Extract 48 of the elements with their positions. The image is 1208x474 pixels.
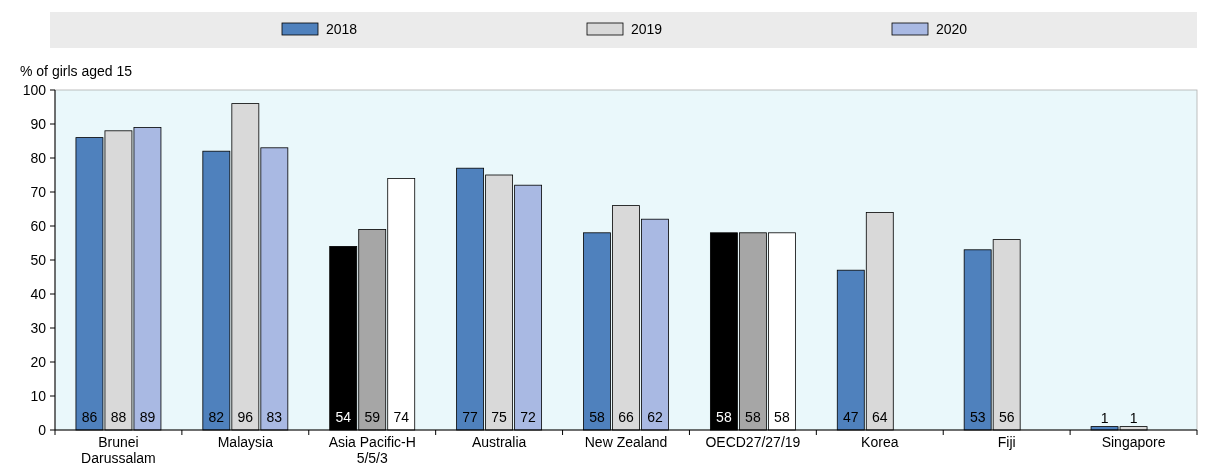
data-label: 77 xyxy=(462,409,479,425)
data-label: 58 xyxy=(716,409,732,425)
data-label: 86 xyxy=(81,409,98,425)
data-label: 62 xyxy=(647,409,663,425)
data-label: 88 xyxy=(110,409,127,425)
x-tick-label: Fiji xyxy=(997,434,1016,450)
data-label: 74 xyxy=(393,409,410,425)
data-label: 64 xyxy=(871,409,888,425)
y-tick-label: 0 xyxy=(38,422,47,438)
x-tick-label: OECD27/27/19 xyxy=(705,434,801,450)
data-label: 58 xyxy=(745,409,761,425)
data-label: 53 xyxy=(969,409,986,425)
legend-label: 2020 xyxy=(936,21,968,37)
data-label: 1 xyxy=(1100,409,1109,426)
data-label: 1 xyxy=(1129,409,1138,426)
data-label: 72 xyxy=(520,409,537,425)
data-label: 59 xyxy=(364,409,381,425)
y-tick-label: 60 xyxy=(30,218,47,234)
data-label: 96 xyxy=(237,409,254,425)
data-label: 75 xyxy=(491,409,508,425)
data-label: 83 xyxy=(266,409,283,425)
y-tick-label: 100 xyxy=(22,82,47,98)
y-tick-label: 80 xyxy=(30,150,47,166)
x-tick-label: Malaysia xyxy=(217,434,274,450)
data-label: 54 xyxy=(335,409,352,425)
y-tick-label: 90 xyxy=(30,116,47,132)
legend-label: 2019 xyxy=(631,21,663,37)
x-tick-label: Korea xyxy=(861,434,899,450)
data-label: 89 xyxy=(139,409,156,425)
data-label: 82 xyxy=(208,409,225,425)
y-tick-label: 20 xyxy=(30,354,47,370)
legend-label: 2018 xyxy=(326,21,358,37)
y-tick-label: 10 xyxy=(30,388,47,404)
x-tick-label: New Zealand xyxy=(584,434,668,450)
data-label: 58 xyxy=(774,409,790,425)
y-axis-title: % of girls aged 15 xyxy=(20,63,133,79)
x-tick-label: Asia Pacific-H 5/5/3 xyxy=(328,434,416,466)
x-tick-label: Singapore xyxy=(1101,434,1166,450)
data-label: 66 xyxy=(618,409,634,425)
y-tick-label: 50 xyxy=(30,252,47,268)
y-tick-label: 40 xyxy=(30,286,47,302)
y-tick-label: 30 xyxy=(30,320,47,336)
y-tick-label: 70 xyxy=(30,184,47,200)
x-tick-label: Brunei Darussalam xyxy=(81,434,156,466)
x-tick-label: Australia xyxy=(471,434,527,450)
data-label: 47 xyxy=(842,409,859,425)
data-label: 56 xyxy=(998,409,1015,425)
data-label: 58 xyxy=(589,409,605,425)
